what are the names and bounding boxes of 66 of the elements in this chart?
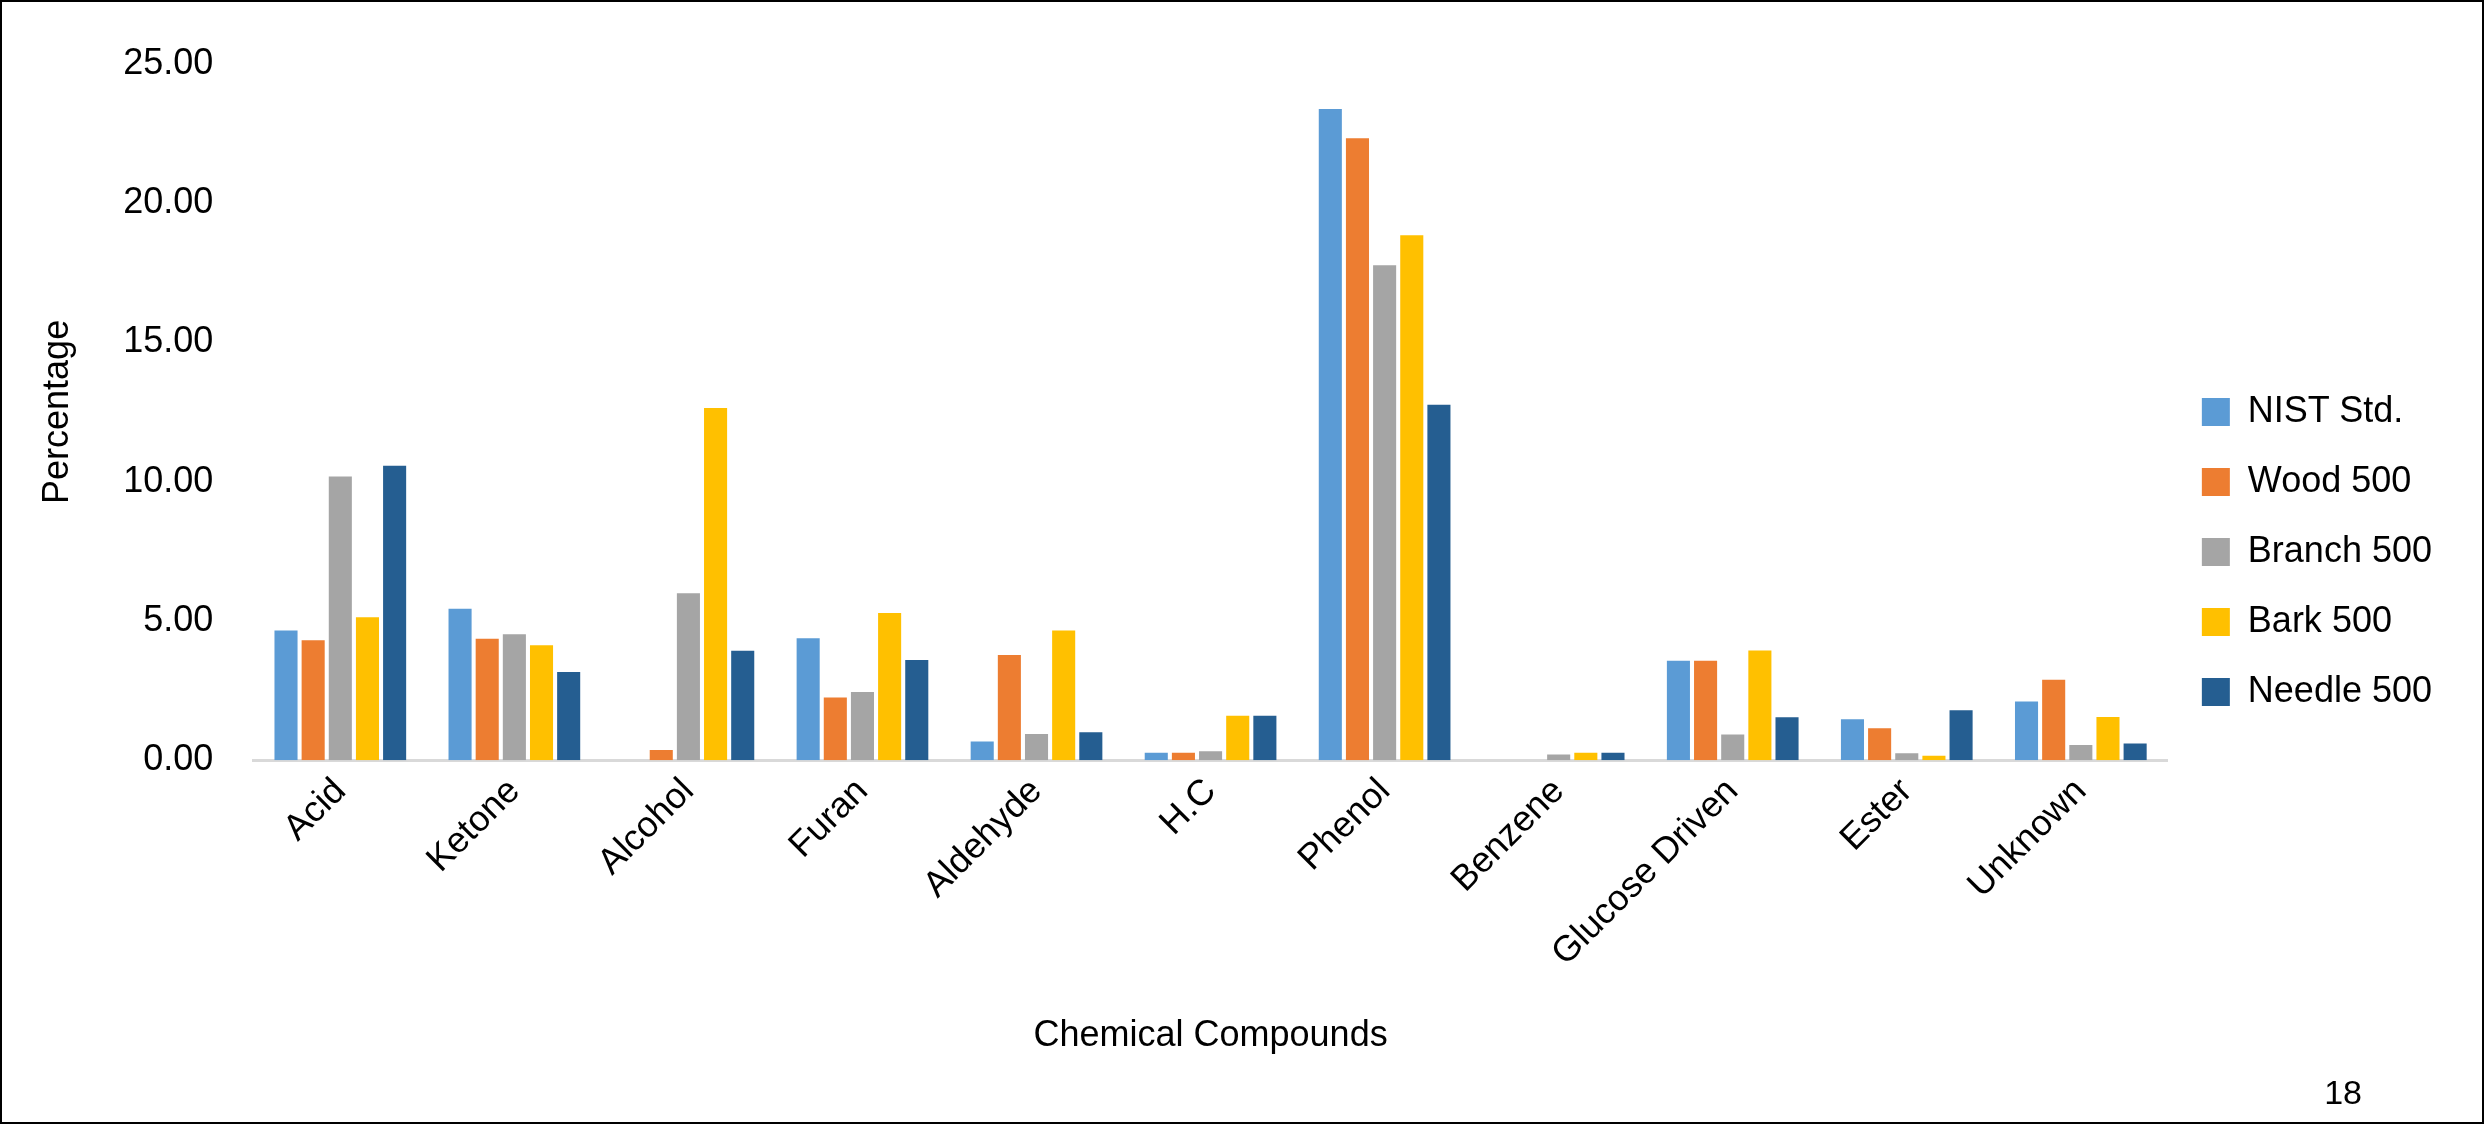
bar: [1226, 715, 1250, 761]
bar: [1024, 734, 1049, 761]
bar: [1721, 734, 1745, 761]
bar: [274, 630, 298, 761]
bar: [502, 634, 526, 761]
bar: [1601, 752, 1625, 761]
bar: [1318, 109, 1342, 761]
bar: [1199, 751, 1223, 761]
bar: [1775, 717, 1799, 761]
legend-label: Wood 500: [2247, 458, 2412, 500]
bar: [649, 749, 673, 761]
legend-label: Needle 500: [2247, 668, 2433, 710]
bar: [905, 659, 929, 761]
bar: [704, 408, 728, 761]
bar: [997, 654, 1021, 761]
bar: [878, 613, 902, 761]
bar: [2042, 679, 2066, 761]
bar: [2123, 743, 2147, 761]
bar: [383, 465, 407, 761]
bar: [731, 650, 755, 761]
bar: [1748, 650, 1772, 761]
legend-label: NIST Std.: [2247, 388, 2404, 430]
text: 18: [2324, 1073, 2362, 1112]
bar: [970, 741, 994, 761]
x-axis-title: Chemical Compounds: [1033, 1013, 1388, 1055]
bar: [1144, 752, 1168, 761]
bar: [1547, 754, 1571, 761]
bar: [1895, 753, 1919, 761]
y-axis-title: Percentage: [34, 319, 76, 504]
y-tick-label: 5.00: [143, 597, 214, 639]
bar: [1949, 710, 1973, 761]
y-tick-label: 10.00: [123, 458, 214, 500]
bar: [1400, 235, 1424, 761]
bar: [2069, 744, 2093, 761]
bar: [355, 617, 380, 761]
bar: [676, 593, 700, 761]
bar: [1373, 265, 1397, 761]
bar: [1253, 715, 1277, 761]
legend-label: Branch 500: [2247, 528, 2432, 570]
bar: [1171, 752, 1195, 761]
bar: [796, 638, 820, 761]
bar: [1345, 138, 1370, 761]
bar: [529, 645, 554, 761]
bar: [1574, 752, 1598, 761]
bar: [823, 697, 847, 761]
y-tick-label: 20.00: [123, 179, 214, 221]
bar: [1079, 732, 1103, 761]
bar: [850, 691, 875, 761]
x-tick-label: H.C: [1150, 769, 1224, 843]
y-tick-label: 15.00: [123, 319, 214, 361]
bar: [448, 608, 472, 761]
bar: [1427, 404, 1451, 761]
y-tick-label: 0.00: [143, 737, 214, 779]
bar: [328, 476, 352, 761]
bar: [2014, 701, 2039, 761]
legend-label: Bark 500: [2247, 598, 2392, 640]
bar: [1052, 630, 1076, 761]
bar: [1868, 728, 1892, 761]
bar: [2096, 717, 2120, 761]
bar: [475, 638, 499, 761]
bar: [557, 671, 581, 761]
bar: [301, 640, 325, 761]
y-tick-label: 25.00: [123, 40, 214, 82]
bar: [1694, 660, 1718, 761]
bar: [1840, 719, 1865, 761]
bar: [1666, 660, 1690, 761]
